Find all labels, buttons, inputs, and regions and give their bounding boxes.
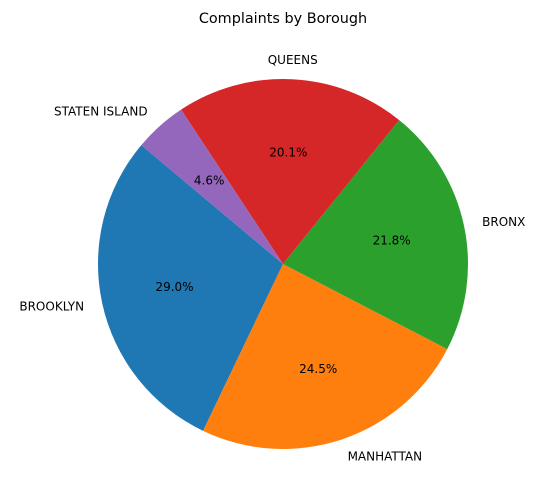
pie-labels: BROOKLYN MANHATTAN BRONX QUEENS STATEN ISLAN…: [19, 53, 525, 463]
pie-percent-labels: 29.0% 24.5% 21.8% 20.1% 4.6%: [155, 146, 410, 376]
slice-label-brooklyn: BROOKLYN: [19, 300, 84, 314]
pie-slice-brooklyn: [97, 145, 283, 431]
slice-percent-manhattan: 24.5%: [299, 362, 337, 376]
pie-slice-staten-island: [141, 109, 283, 265]
slice-label-manhattan: MANHATTAN: [348, 449, 423, 463]
slice-percent-staten-island: 4.6%: [194, 174, 225, 188]
pie-slice-queens: [181, 78, 400, 264]
slice-label-staten-island: STATEN ISLAND: [54, 105, 148, 119]
slice-percent-bronx: 21.8%: [373, 234, 411, 248]
slice-percent-queens: 20.1%: [269, 146, 307, 160]
slice-label-queens: QUEENS: [268, 53, 318, 67]
pie-slice-manhattan: [203, 264, 448, 450]
pie-slice-bronx: [283, 120, 469, 350]
pie-slices: [97, 78, 469, 450]
slice-label-bronx: BRONX: [482, 215, 525, 229]
slice-percent-brooklyn: 29.0%: [155, 280, 193, 294]
chart-title: Complaints by Borough: [199, 11, 367, 27]
